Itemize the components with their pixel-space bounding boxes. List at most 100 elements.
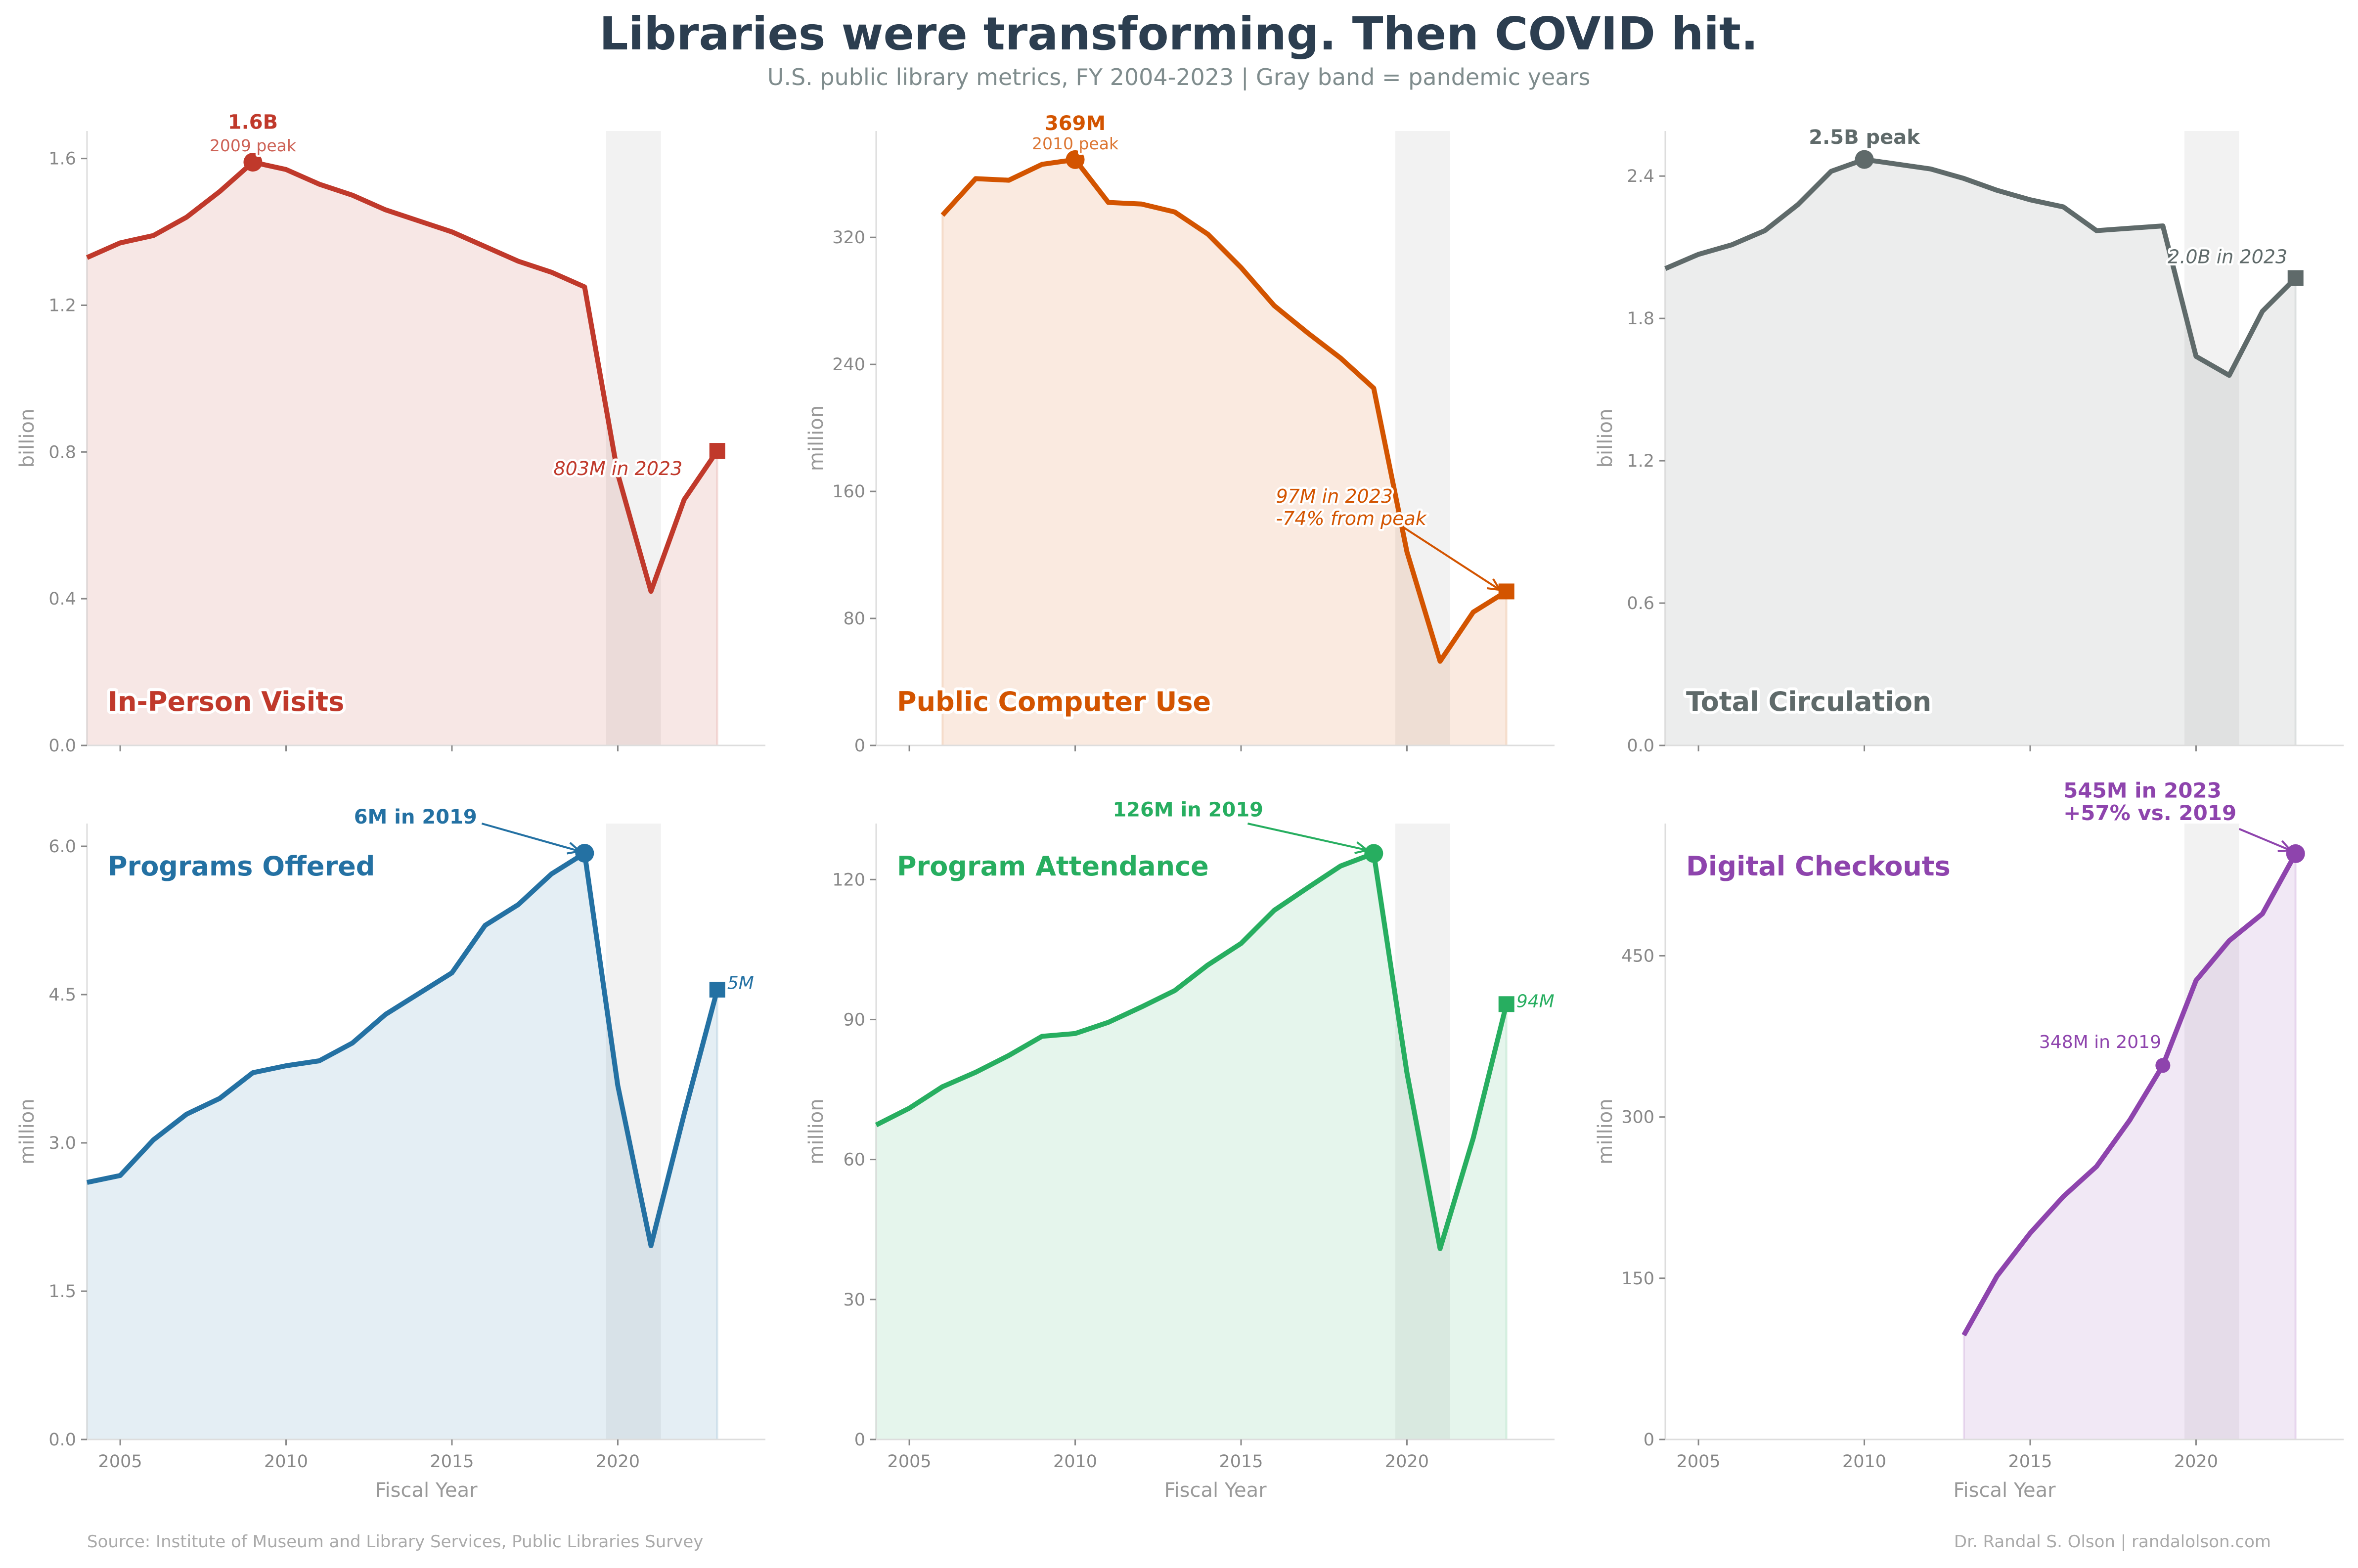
x-tick-label: 2010 [1842,1452,1886,1472]
y-axis-label: billion [1594,409,1617,468]
y-tick-label: 90 [843,1010,865,1030]
y-tick-label: 1.2 [48,296,76,315]
figure-title: Libraries were transforming. Then COVID … [599,7,1758,60]
area-fill [1963,853,2296,1439]
x-tick-label: 2010 [1053,1452,1097,1472]
y-tick-label: 0.0 [48,736,76,756]
y-tick-label: 80 [843,609,865,629]
y-tick-label: 30 [843,1290,865,1310]
y-axis-label: million [1594,1098,1617,1164]
series-line [940,157,1508,664]
x-axis-label: Fiscal Year [1164,1479,1267,1502]
highlight-dot [1364,844,1383,863]
x-tick-label: 2020 [596,1452,640,1472]
annotation-label: 126M in 2019 [1112,799,1263,822]
x-tick-label: 2015 [430,1452,474,1472]
x-tick-label: 2005 [888,1452,932,1472]
annotation-label: +57% vs. 2019 [2063,801,2236,825]
y-tick-label: 0.8 [48,442,76,462]
area-fill [1665,159,2296,746]
y-tick-label: 0 [854,736,865,756]
y-tick-label: 6.0 [48,837,76,857]
y-tick-label: 0.0 [1627,736,1654,756]
x-tick-label: 2005 [1677,1452,1721,1472]
annotation-label: 5M [727,973,754,994]
arrow-head [1487,578,1502,591]
y-tick-label: 240 [832,355,865,375]
panel-title: Total Circulation [1686,686,1931,717]
y-tick-label: 0.4 [48,589,76,609]
annotation-label: 545M in 2023 [2063,778,2222,802]
annotation-label: 2010 peak [1032,134,1119,153]
x-tick-label: 2010 [264,1452,308,1472]
pandemic-band [1395,824,1450,1439]
highlight-dot [2155,1058,2171,1073]
y-axis-label: million [805,405,828,471]
y-tick-label: 120 [832,870,865,890]
annotation-arrow [1396,522,1501,591]
y-tick-label: 450 [1621,946,1654,966]
annotation-label: 2009 peak [210,136,297,155]
y-tick-label: 300 [1621,1108,1654,1128]
highlight-dot [2286,844,2305,863]
pandemic-band [2184,824,2239,1439]
y-tick-label: 4.5 [48,985,76,1005]
y-axis-label: billion [16,409,39,468]
annotation-label: 97M in 2023 [1276,485,1393,507]
arrow-head [567,842,582,855]
x-axis-label: Fiscal Year [375,1479,478,1502]
highlight-dot [243,153,263,172]
y-tick-label: 2.4 [1627,167,1654,186]
x-axis-label: Fiscal Year [1953,1479,2056,1502]
pandemic-band [2184,131,2239,745]
area-fill [876,853,1507,1439]
y-tick-label: 160 [832,482,865,502]
credit-footer: Dr. Randal S. Olson | randalolson.com [1954,1532,2271,1552]
area-fill [87,853,717,1439]
x-tick-label: 2015 [2008,1452,2052,1472]
end-marker [1498,996,1514,1012]
y-tick-label: 1.8 [1627,309,1654,329]
panel-in-person-visits: 0.0 0.4 0.8 1.2 1.6 billion 1.6B 2009 peak 803M … [16,109,765,756]
annotation-label: 1.6B [228,111,278,133]
panel-title: Program Attendance [897,851,1209,882]
panel-title: In-Person Visits [108,686,344,717]
y-axis-label: million [16,1098,39,1164]
series-line [86,160,719,594]
y-tick-label: 0 [1644,1430,1654,1450]
panel-program-attendance: 0 30 60 90 120 2005 2010 2015 2020 Fiscal Year mil… [805,796,1557,1502]
pandemic-band [606,131,661,745]
y-tick-label: 1.6 [48,149,76,169]
x-tick-label: 2015 [1219,1452,1263,1472]
end-marker [1498,583,1514,600]
pandemic-band [606,824,661,1439]
annotation-label: 803M in 2023 [553,458,682,479]
y-tick-label: 0.0 [48,1430,76,1450]
series-line [86,851,720,1248]
annotation-label: 369M [1045,112,1106,135]
arrow-head [2277,840,2293,852]
y-tick-label: 150 [1621,1269,1654,1289]
panel-title: Public Computer Use [897,686,1211,717]
annotation-label: 2.5B peak [1809,126,1920,149]
annotation-arrow [1247,823,1368,851]
annotation-label: 2.0B in 2023 [2168,246,2287,268]
y-tick-label: 0 [854,1430,865,1450]
panel-total-circulation: 0.0 0.6 1.2 1.8 2.4 billion 2.5B peak 2.0B in 2… [1594,124,2344,756]
end-marker [2287,270,2304,286]
series-line [1664,157,2298,378]
end-marker [709,443,725,459]
annotation-label: 6M in 2019 [354,806,477,828]
highlight-dot [575,844,594,863]
y-tick-label: 60 [843,1150,865,1170]
y-tick-label: 320 [832,228,865,248]
annotation-label: -74% from peak [1276,508,1427,529]
annotation-label: 94M [1516,991,1555,1011]
source-footer: Source: Institute of Museum and Library … [87,1532,703,1552]
y-tick-label: 1.5 [48,1282,76,1302]
panel-title: Programs Offered [108,851,375,882]
highlight-dot [1855,150,1874,169]
y-tick-label: 1.2 [1627,451,1654,471]
